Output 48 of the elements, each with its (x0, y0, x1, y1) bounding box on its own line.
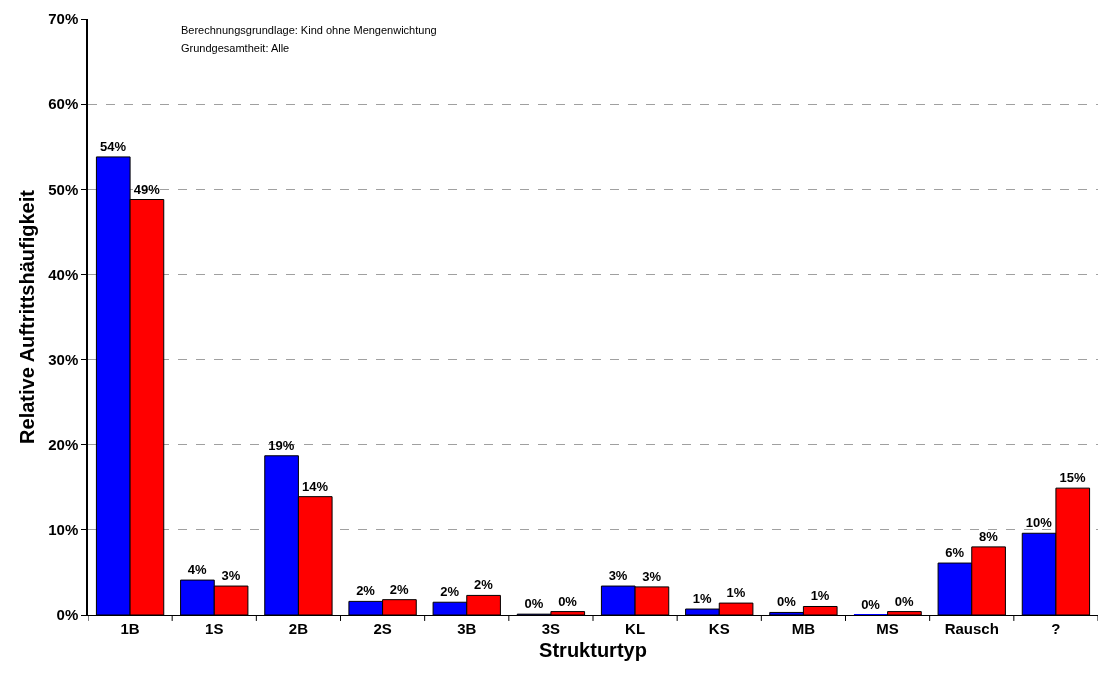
y-axis-title: Relative Auftrittshäufigkeit (16, 189, 39, 444)
x-tick-label: 2B (288, 620, 309, 637)
x-tick-label: 3B (457, 620, 477, 637)
annotation: Berechnungsgrundlage: Kind ohne Mengenwichtung (181, 24, 437, 36)
data-label: 0% (861, 597, 881, 612)
annotation: Grundgesamtheit: Alle (181, 42, 290, 54)
data-label: 49% (133, 181, 161, 197)
data-label: 8% (978, 528, 999, 544)
data-label: 10% (1025, 515, 1053, 531)
data-label: 0% (894, 593, 915, 609)
x-tick-label: ? (1051, 620, 1061, 637)
data-label: 0% (558, 593, 578, 609)
data-label: 54% (100, 138, 127, 154)
x-tick-label: 1B (120, 620, 140, 637)
x-tick-label: MS (876, 620, 899, 637)
data-label: 2% (389, 581, 410, 597)
data-label: 2% (440, 584, 460, 600)
x-tick-label: KS (708, 620, 730, 637)
y-tick-label: 20% (48, 435, 79, 453)
data-label: 1% (810, 588, 830, 604)
data-label: 6% (945, 545, 965, 561)
data-label: 3% (221, 568, 241, 584)
x-tick-label: 1S (205, 620, 224, 637)
y-tick-label: 70% (48, 10, 79, 28)
data-label: 4% (187, 562, 208, 578)
x-tick-label: MB (791, 620, 816, 637)
y-tick-label: 40% (48, 265, 79, 283)
x-axis-title: Strukturtyp (539, 638, 647, 661)
y-tick-label: 50% (48, 180, 79, 198)
data-label: 15% (1059, 470, 1086, 486)
data-label: 3% (608, 568, 628, 584)
data-label: 19% (268, 437, 295, 453)
x-tick-label: Rausch (944, 620, 999, 637)
data-label: 1% (726, 585, 746, 601)
data-label: 1% (692, 591, 713, 607)
x-tick-label: 3S (541, 620, 561, 637)
x-tick-label: KL (625, 620, 646, 637)
data-label: 3% (642, 568, 662, 584)
y-tick-label: 30% (48, 350, 79, 368)
y-tick-label: 0% (56, 606, 79, 624)
y-tick-label: 60% (48, 95, 79, 113)
data-label: 2% (473, 577, 494, 593)
data-label: 0% (524, 596, 544, 612)
x-tick-label: 2S (373, 620, 392, 637)
data-label: 0% (776, 594, 797, 610)
data-label: 14% (302, 478, 329, 494)
y-tick-label: 10% (48, 521, 79, 539)
data-label: 2% (356, 583, 376, 599)
